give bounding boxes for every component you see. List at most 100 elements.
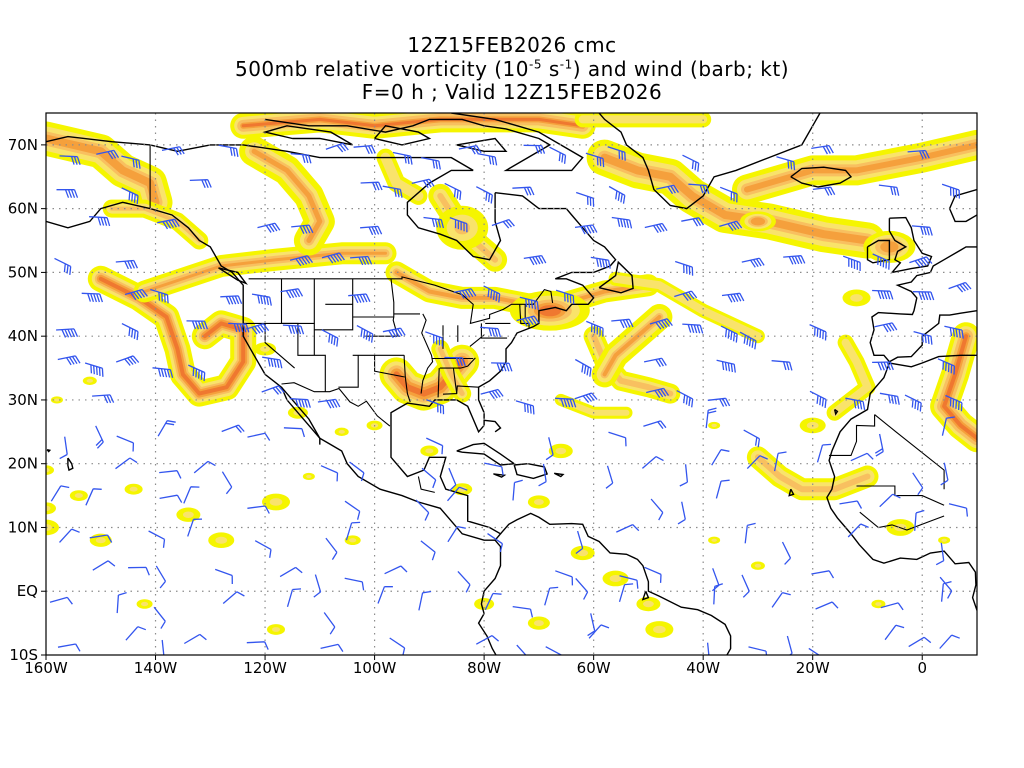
vorticity-blob: [577, 549, 589, 557]
coastline: [598, 260, 634, 294]
wind-barb: [54, 257, 72, 275]
wind-barb: [246, 323, 270, 335]
wind-barb: [222, 591, 245, 604]
wind-barb: [382, 327, 406, 339]
vorticity-blob: [215, 536, 228, 544]
wind-barb: [842, 255, 861, 271]
wind-barb: [874, 322, 898, 333]
wind-barb: [908, 636, 932, 648]
wind-barb: [59, 155, 81, 166]
wind-barb: [125, 626, 147, 641]
wind-barb: [121, 187, 139, 205]
political-border: [248, 276, 554, 325]
wind-barb: [423, 216, 445, 229]
wind-barb: [491, 362, 513, 372]
wind-barb: [940, 462, 949, 486]
wind-barb: [720, 325, 738, 343]
wind-barb: [555, 289, 575, 305]
wind-barb: [251, 293, 272, 306]
wind-barb: [880, 602, 904, 611]
coastline: [262, 125, 354, 146]
vorticity-blob: [140, 601, 149, 607]
wind-barb: [523, 254, 547, 266]
wind-barb: [544, 586, 559, 606]
wind-barb: [515, 400, 535, 415]
wind-barb: [679, 464, 689, 487]
coastlines: [46, 113, 977, 655]
lat-label: 20N: [8, 455, 38, 473]
vorticity-blob: [54, 398, 60, 402]
wind-barb: [682, 154, 700, 172]
wind-barb: [157, 218, 180, 230]
wind-barb: [317, 398, 341, 409]
wind-barb: [220, 295, 243, 305]
wind-barb: [480, 388, 504, 400]
wind-barb: [221, 471, 233, 495]
wind-barb: [872, 361, 894, 371]
wind-barb: [484, 462, 504, 476]
wind-barb: [49, 596, 73, 605]
vorticity-band: [143, 251, 387, 293]
wind-barb: [656, 184, 679, 195]
wind-barb: [711, 568, 720, 592]
vorticity-blob: [182, 511, 194, 518]
wind-barb: [607, 146, 626, 161]
political-border: [280, 278, 315, 324]
coastline: [477, 539, 502, 655]
vorticity-blob: [750, 217, 766, 226]
vorticity-blob: [46, 467, 50, 473]
vorticity-blob: [46, 505, 51, 512]
wind-barb: [811, 570, 835, 579]
political-border: [442, 385, 479, 395]
wind-barb: [519, 296, 539, 311]
wind-barb: [523, 144, 546, 154]
wind-barb: [644, 222, 668, 234]
wind-barb: [313, 574, 322, 598]
wind-barb: [644, 566, 662, 583]
wind-barb: [948, 281, 972, 293]
coastline: [406, 169, 502, 261]
vorticity-band: [46, 134, 160, 207]
wind-barb: [741, 257, 765, 268]
wind-barb: [618, 583, 634, 602]
wind-barb: [115, 355, 140, 366]
wind-barb: [350, 255, 373, 266]
longitude-labels: 160W 140W 120W 100W 80W 60W 40W 20W 0: [24, 659, 927, 677]
vorticity-shading: [46, 113, 977, 638]
wind-barb: [286, 588, 302, 607]
wind-barb: [279, 566, 303, 578]
wind-barb: [491, 218, 515, 229]
wind-barb: [218, 144, 239, 158]
coastline: [833, 408, 839, 416]
wind-barb: [56, 328, 79, 338]
wind-barb: [643, 357, 667, 368]
wind-barb: [116, 435, 135, 452]
wind-barb: [555, 570, 574, 586]
wind-barb: [348, 293, 371, 304]
coastline: [493, 473, 507, 478]
wind-barb: [291, 224, 314, 234]
wind-barb: [193, 460, 216, 474]
wind-barb: [321, 252, 345, 264]
wind-barb: [345, 521, 361, 541]
wind-barb: [911, 225, 933, 236]
wind-barb: [771, 360, 793, 371]
coastline: [790, 166, 853, 188]
coastline: [280, 386, 321, 445]
wind-barb: [913, 330, 933, 345]
wind-barb: [115, 457, 138, 470]
political-border: [480, 323, 508, 339]
wind-barb: [157, 420, 176, 437]
wind-barb: [879, 392, 900, 405]
wind-barb: [773, 451, 787, 472]
wind-barb: [512, 605, 534, 618]
wind-barb: [280, 288, 304, 299]
wind-barb: [247, 505, 270, 514]
wind-barb: [674, 290, 698, 301]
vorticity-blob: [86, 378, 93, 383]
wind-barb: [586, 320, 604, 337]
lat-label: 40N: [8, 327, 38, 345]
vorticity-blob: [643, 600, 654, 608]
wind-barb: [907, 149, 930, 159]
vorticity-blob: [609, 574, 622, 582]
